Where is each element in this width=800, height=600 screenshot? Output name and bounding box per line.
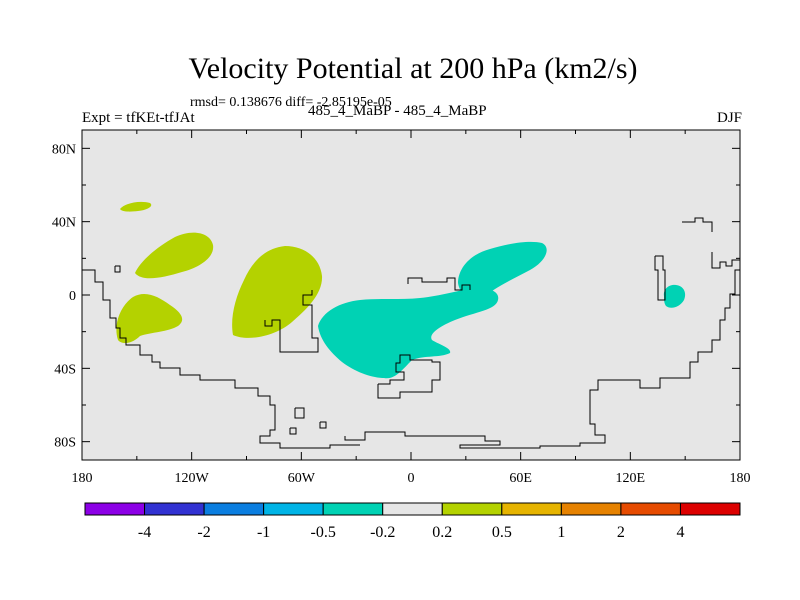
colorbar: -4 -2 -1 -0.5 -0.2 0.2 0.5 1 2 4	[84, 502, 741, 541]
coast-southern-africa	[377, 354, 441, 399]
colorbar-label: 0.5	[492, 524, 512, 541]
axis-ticks	[81, 130, 741, 460]
colorbar-label: -2	[197, 524, 210, 541]
x-tick-label: 120E	[616, 471, 646, 486]
season-label: DJF	[716, 110, 742, 126]
colorbar-swatch	[263, 502, 324, 516]
y-tick-label: 0	[69, 289, 76, 304]
colorbar-swatch	[560, 502, 622, 516]
x-tick-label: 60W	[288, 471, 316, 486]
chart-title: Velocity Potential at 200 hPa (km2/s)	[188, 52, 638, 85]
negative-region-atlantic-africa	[318, 287, 499, 379]
coastlines	[82, 217, 740, 449]
y-tick-label: 40S	[54, 362, 76, 377]
colorbar-label: 2	[617, 524, 625, 541]
coast-east-asia-south	[711, 252, 740, 269]
x-tick-label: 180	[72, 471, 93, 486]
coast-island-south-1	[294, 407, 305, 419]
colorbar-swatch	[501, 502, 562, 516]
cases-label: 485_4_MaBP - 485_4_MaBP	[308, 103, 487, 119]
coast-east-asia	[682, 217, 713, 232]
coast-island-south-2	[319, 421, 327, 429]
colorbar-swatch	[322, 502, 384, 516]
positive-region-central-pacific	[135, 232, 214, 279]
positive-region-north-pacific	[120, 201, 152, 212]
coast-antarctica	[344, 269, 740, 449]
colorbar-swatch	[441, 502, 503, 516]
anomaly-regions	[116, 201, 686, 379]
colorbar-label: -4	[138, 524, 151, 541]
x-tick-label: 120W	[175, 471, 210, 486]
colorbar-label: -1	[257, 524, 270, 541]
coast-south-america	[264, 290, 319, 353]
colorbar-swatch	[144, 502, 205, 516]
y-tick-label: 40N	[52, 216, 76, 231]
coast-africa	[407, 277, 471, 291]
colorbar-label: 0.2	[432, 524, 452, 541]
stats-text: rmsd= 0.138676 diff= -2.85195e-05	[190, 95, 392, 110]
positive-region-south-america	[232, 246, 323, 338]
colorbar-label: -0.2	[370, 524, 395, 541]
experiment-label: Expt = tfKEt-tfJAt	[82, 110, 195, 126]
x-tick-label: 0	[408, 471, 415, 486]
x-tick-label: 60E	[509, 471, 532, 486]
x-tick-label: 180	[730, 471, 751, 486]
colorbar-swatch	[203, 502, 265, 516]
colorbar-label: 1	[557, 524, 565, 541]
axis-tick-labels: 180 120W 60W 0 60E 120E 180 80N 40N 0 40S 80S	[52, 142, 751, 486]
coast-north-america	[82, 269, 360, 449]
colorbar-swatch	[382, 502, 443, 516]
negative-region-indian-ocean	[458, 241, 547, 298]
coast-maritime-continent	[654, 255, 666, 301]
colorbar-label: 4	[676, 524, 684, 541]
colorbar-swatch	[620, 502, 681, 516]
y-tick-label: 80S	[54, 436, 76, 451]
coast-island-south-3	[289, 427, 297, 435]
colorbar-label: -0.5	[311, 524, 336, 541]
colorbar-swatch	[84, 502, 146, 516]
colorbar-swatch	[679, 502, 741, 516]
negative-region-western-pacific	[663, 284, 686, 308]
positive-region-south-pacific	[116, 293, 183, 344]
coast-island-small	[114, 265, 121, 273]
plot-background	[82, 130, 740, 460]
y-tick-label: 80N	[52, 142, 76, 157]
